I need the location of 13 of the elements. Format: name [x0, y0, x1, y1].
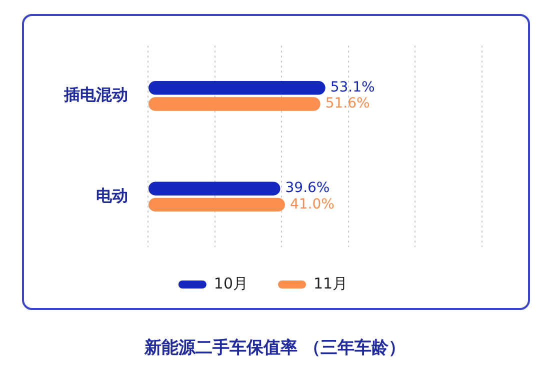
data-label: 39.6% — [285, 180, 330, 196]
data-label: 51.6% — [325, 96, 370, 112]
text: 新能源二手车保值率 （三年车龄） — [143, 337, 406, 359]
y-tick-label: 电动 — [96, 186, 128, 205]
bar — [148, 198, 285, 212]
data-label: 53.1% — [330, 80, 375, 96]
bar — [148, 182, 280, 196]
data-label: 41.0% — [290, 196, 334, 212]
legend-label: 10月 — [214, 274, 248, 292]
legend-label: 11月 — [314, 274, 348, 292]
bar — [148, 81, 326, 95]
bar — [148, 97, 320, 111]
y-tick-label: 插电混动 — [63, 85, 128, 104]
